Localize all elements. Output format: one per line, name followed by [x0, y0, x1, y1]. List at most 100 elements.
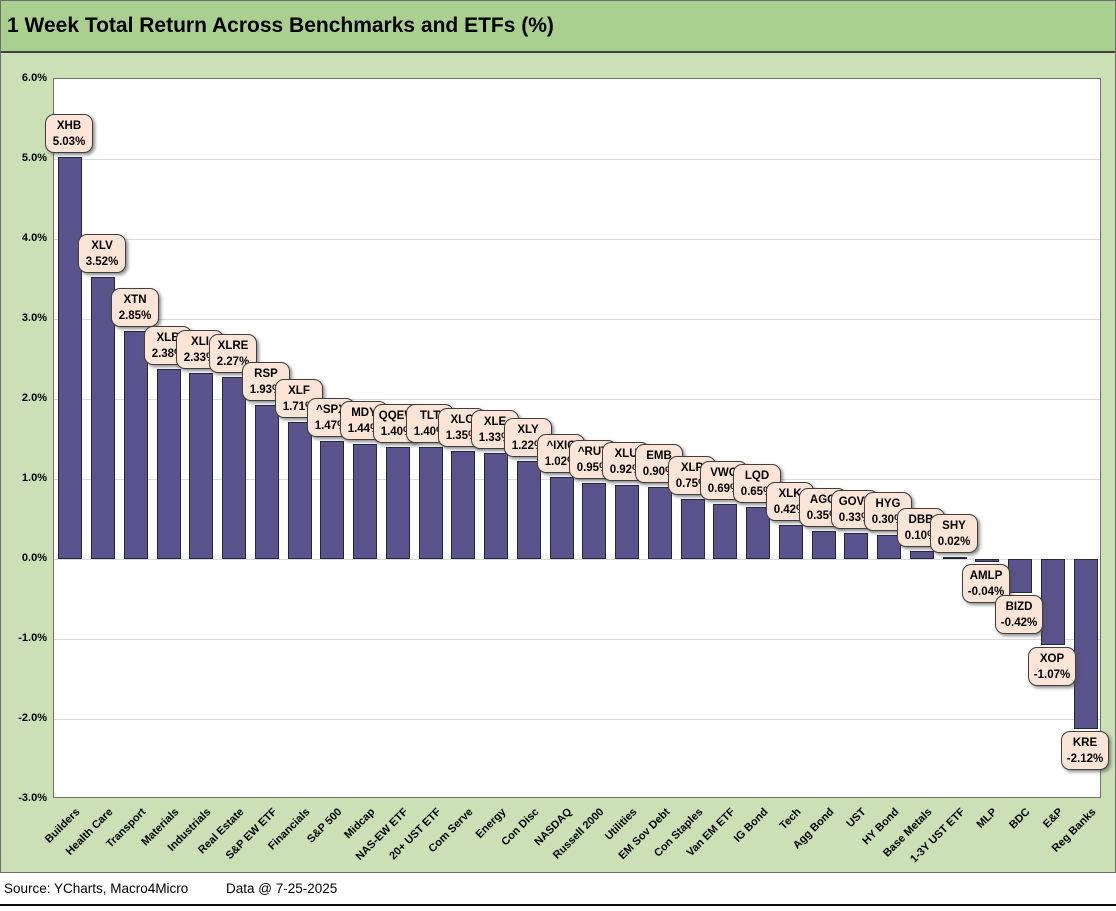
bar-callout: XLRE 2.27% — [209, 334, 257, 373]
y-tick-label: 6.0% — [21, 72, 47, 84]
chart-bar — [189, 372, 213, 559]
callout-value: 1.44% — [347, 423, 381, 435]
callout-ticker: AGG — [809, 494, 837, 506]
callout-value: 0.92% — [609, 464, 643, 476]
y-tick-label: -2.0% — [18, 712, 47, 724]
y-tick-label: 1.0% — [21, 472, 47, 484]
x-axis-label: UST — [844, 806, 869, 831]
x-axis-label: MLP — [974, 806, 1000, 831]
bar-callout: XHB 5.03% — [45, 114, 93, 153]
callout-ticker: SHY — [942, 520, 966, 532]
callout-value: 0.30% — [871, 514, 905, 526]
callout-ticker: XLRE — [217, 340, 249, 352]
callout-value: -0.42% — [1000, 617, 1038, 629]
callout-ticker: XLI — [191, 336, 209, 348]
chart-bar — [255, 404, 279, 559]
callout-ticker: RSP — [254, 368, 278, 380]
callout-value: 0.90% — [642, 466, 676, 478]
callout-value: 5.03% — [52, 136, 86, 148]
callout-value: -2.12% — [1066, 753, 1104, 765]
callout-ticker: AMLP — [969, 570, 1003, 582]
x-axis-label: S&P 500 — [305, 806, 345, 846]
chart-bar — [451, 451, 475, 559]
callout-value: -0.04% — [967, 586, 1005, 598]
x-axis-label: E&P — [1041, 806, 1066, 831]
callout-ticker: ^RUT — [577, 446, 609, 458]
chart-bar — [844, 532, 868, 559]
callout-ticker: XLC — [450, 414, 474, 426]
chart-bar — [1041, 559, 1065, 645]
y-tick-label: -1.0% — [18, 632, 47, 644]
callout-value: 1.33% — [478, 432, 512, 444]
chart-title: 1 Week Total Return Across Benchmarks an… — [7, 14, 554, 37]
chart-bar — [975, 559, 999, 563]
chart-bar — [124, 331, 148, 559]
chart-bar — [943, 557, 967, 560]
gridline — [54, 239, 1100, 240]
callout-ticker: TLT — [419, 410, 441, 422]
callout-ticker: MDY — [351, 407, 377, 419]
callout-ticker: DBB — [908, 514, 934, 526]
chart-bar — [713, 503, 737, 559]
x-axis-label: IG Bond — [731, 806, 771, 845]
y-tick-label: 5.0% — [21, 152, 47, 164]
gridline — [54, 639, 1100, 640]
chart-bar — [812, 531, 836, 559]
chart-bar — [582, 483, 606, 559]
chart-bar — [910, 551, 934, 559]
callout-ticker: EMB — [646, 450, 672, 462]
callout-ticker: VWO — [710, 467, 738, 479]
chart-bar — [779, 525, 803, 559]
callout-ticker: XLP — [680, 462, 704, 474]
callout-ticker: XTN — [123, 294, 147, 306]
chart-bar — [648, 487, 672, 559]
callout-value: 1.40% — [380, 426, 414, 438]
data-date-label: Data @ 7-25-2025 — [226, 881, 338, 896]
chart-title-band: 1 Week Total Return Across Benchmarks an… — [1, 1, 1115, 53]
callout-ticker: ^SPX — [316, 404, 346, 416]
chart-bar — [615, 485, 639, 559]
plot-area — [53, 78, 1101, 798]
chart-bar — [517, 461, 541, 559]
callout-ticker: LQD — [744, 470, 770, 482]
y-tick-label: -3.0% — [18, 792, 47, 804]
chart-bar — [386, 447, 410, 559]
callout-value: 1.35% — [445, 430, 479, 442]
bar-callout: XLV 3.52% — [78, 234, 126, 273]
chart-bar — [484, 452, 508, 559]
bar-callout: XTN 2.85% — [111, 288, 159, 327]
callout-ticker: HYG — [875, 498, 901, 510]
callout-value: 0.69% — [707, 483, 741, 495]
callout-ticker: XLB — [156, 332, 180, 344]
source-label: Source: YCharts, Macro4Micro — [4, 881, 189, 896]
chart-bar — [157, 368, 181, 559]
gridline — [54, 559, 1100, 560]
gridline — [54, 399, 1100, 400]
chart-bar — [681, 499, 705, 559]
bar-callout: KRE -2.12% — [1061, 731, 1109, 770]
callout-value: 1.22% — [511, 440, 545, 452]
callout-ticker: KRE — [1072, 737, 1098, 749]
y-tick-label: 2.0% — [21, 392, 47, 404]
callout-value: 0.65% — [740, 486, 774, 498]
y-tick-label: 3.0% — [21, 312, 47, 324]
callout-ticker: XLF — [288, 385, 310, 397]
callout-value: 2.33% — [183, 352, 217, 364]
chart-sheet: 1 Week Total Return Across Benchmarks an… — [0, 0, 1116, 873]
callout-value: 2.27% — [216, 356, 250, 368]
chart-bar — [419, 447, 443, 559]
gridline — [54, 319, 1100, 320]
callout-value: 1.47% — [314, 420, 348, 432]
gridline — [54, 479, 1100, 480]
callout-value: -1.07% — [1033, 669, 1071, 681]
callout-ticker: GOVT — [838, 496, 872, 508]
x-axis-label: Tech — [777, 806, 804, 833]
chart-bar — [353, 443, 377, 559]
chart-bar — [288, 422, 312, 559]
callout-ticker: ^IXIC — [546, 440, 576, 452]
callout-value: 0.95% — [576, 462, 610, 474]
chart-bar — [320, 441, 344, 559]
chart-bar — [58, 156, 82, 559]
footer: Source: YCharts, Macro4Micro Data @ 7-25… — [0, 873, 1116, 906]
